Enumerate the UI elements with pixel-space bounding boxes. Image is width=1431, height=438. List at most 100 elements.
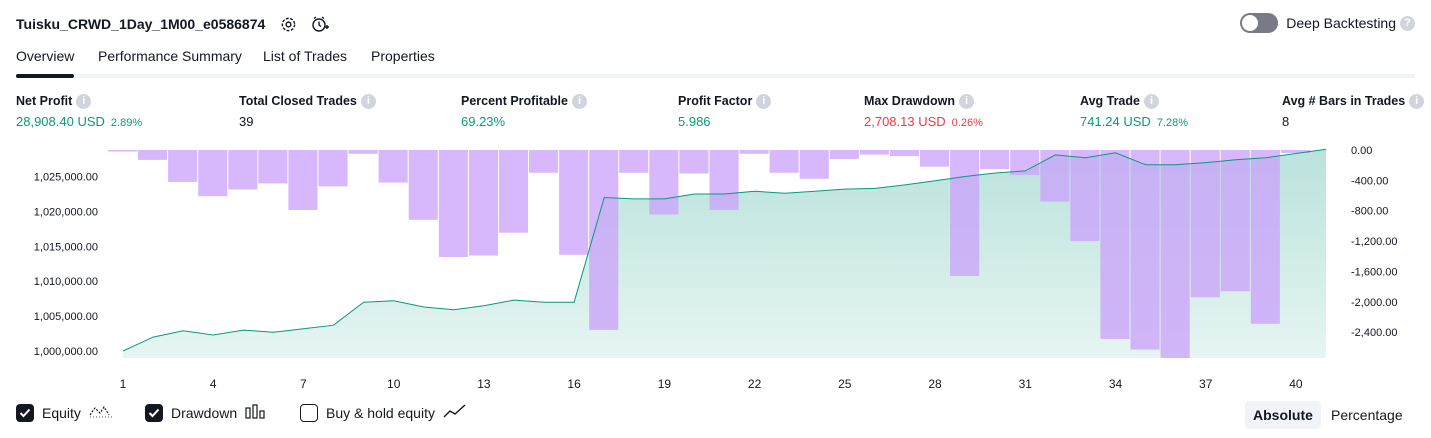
drawdown-bar xyxy=(1160,150,1190,358)
info-icon[interactable]: i xyxy=(571,93,587,109)
drawdown-bar xyxy=(108,150,138,152)
metric-value: 69.23% xyxy=(461,114,506,129)
metric-value: 741.24 USD xyxy=(1080,114,1151,129)
absolute-button[interactable]: Absolute xyxy=(1245,401,1321,429)
x-axis-tick-label: 7 xyxy=(300,377,307,391)
deep-backtesting-control: Deep Backtesting ? xyxy=(1240,13,1415,33)
metric-value: 2,708.13 USD xyxy=(864,114,946,129)
drawdown-bar xyxy=(829,150,859,160)
left-axis-tick-label: 1,005,000.00 xyxy=(34,311,98,323)
drawdown-bar xyxy=(348,150,378,154)
drawdown-bar xyxy=(258,150,288,184)
x-axis-tick-label: 1 xyxy=(120,377,127,391)
metric-percent-profitable: Percent Profitable i 69.23% xyxy=(461,93,587,129)
x-axis-tick-label: 34 xyxy=(1109,377,1123,391)
drawdown-bar xyxy=(950,150,980,276)
x-axis-tick-label: 19 xyxy=(658,377,672,391)
info-icon[interactable]: i xyxy=(959,93,974,109)
metric-avg-bars-in-trades: Avg # Bars in Trades i 8 xyxy=(1282,93,1425,129)
metric-label: Net Profit xyxy=(16,94,73,108)
drawdown-bar xyxy=(498,150,528,233)
metric-percent: 2.89% xyxy=(110,117,143,129)
drawdown-bar xyxy=(468,150,498,256)
drawdown-bar xyxy=(1190,150,1220,298)
metric-label: Avg # Bars in Trades xyxy=(1282,94,1406,108)
right-axis-tick-label: 0.00 xyxy=(1351,145,1372,157)
strategy-title: Tuisku_CRWD_1Day_1M00_e0586874 xyxy=(16,16,266,32)
tab-overview[interactable]: Overview xyxy=(16,48,75,78)
drawdown-bar xyxy=(378,150,408,183)
drawdown-bar xyxy=(559,150,589,255)
add-alert-clock-icon[interactable] xyxy=(311,15,330,33)
metric-total-closed-trades: Total Closed Trades i 39 xyxy=(239,93,376,129)
buy-hold-line-icon xyxy=(443,403,467,422)
drawdown-bar xyxy=(889,150,919,157)
equity-label: Equity xyxy=(42,404,81,421)
help-icon[interactable]: ? xyxy=(1400,15,1415,31)
equity-checkbox[interactable] xyxy=(16,403,34,422)
drawdown-bar xyxy=(198,150,228,197)
drawdown-bar xyxy=(1070,150,1100,242)
drawdown-bar xyxy=(1220,150,1250,292)
drawdown-bars-icon xyxy=(245,403,267,422)
info-icon[interactable]: i xyxy=(1409,93,1425,109)
drawdown-bar xyxy=(920,150,950,167)
drawdown-bar xyxy=(1100,150,1130,339)
info-icon[interactable]: i xyxy=(1143,93,1159,109)
drawdown-bar xyxy=(228,150,258,190)
x-axis-tick-label: 31 xyxy=(1019,377,1033,391)
x-axis-tick-label: 10 xyxy=(387,377,401,391)
metric-max-drawdown: Max Drawdown i 2,708.13 USD 0.26% xyxy=(864,93,983,129)
left-axis-tick-label: 1,000,000.00 xyxy=(34,346,98,358)
equity-drawdown-chart[interactable]: 1,000,000.00 1,005,000.00 1,010,000.00 1,01… xyxy=(0,140,1431,398)
metric-label: Total Closed Trades xyxy=(239,94,357,108)
deep-backtesting-toggle[interactable] xyxy=(1240,13,1279,33)
legend-equity[interactable]: Equity xyxy=(16,403,113,422)
metric-label: Avg Trade xyxy=(1080,94,1140,108)
left-axis-tick-label: 1,025,000.00 xyxy=(34,172,98,184)
x-axis-tick-label: 25 xyxy=(838,377,852,391)
x-axis-tick-label: 22 xyxy=(748,377,762,391)
drawdown-bar xyxy=(438,150,468,257)
equity-line xyxy=(122,148,1327,352)
equity-line-icon xyxy=(89,403,113,422)
tab-bar: Overview Performance Summary List of Tra… xyxy=(16,44,1415,78)
metric-profit-factor: Profit Factor i 5.986 xyxy=(678,93,772,129)
x-axis-tick-label: 28 xyxy=(928,377,942,391)
drawdown-bar xyxy=(168,150,198,182)
drawdown-label: Drawdown xyxy=(171,404,238,421)
info-icon[interactable]: i xyxy=(76,93,92,109)
metric-value: 39 xyxy=(239,114,254,129)
drawdown-bar xyxy=(288,150,318,210)
buy-hold-label: Buy & hold equity xyxy=(326,404,435,421)
drawdown-bar xyxy=(318,150,348,187)
settings-gear-icon[interactable] xyxy=(279,15,297,33)
tab-list-of-trades[interactable]: List of Trades xyxy=(263,48,348,64)
buy-hold-checkbox[interactable] xyxy=(300,403,318,422)
right-axis-tick-label: -2,400.00 xyxy=(1351,327,1397,339)
metric-value: 28,908.40 USD xyxy=(16,114,105,129)
strategy-header: Tuisku_CRWD_1Day_1M00_e0586874 xyxy=(16,11,330,37)
right-axis-tick-label: -800.00 xyxy=(1351,206,1388,218)
percentage-button[interactable]: Percentage xyxy=(1331,407,1403,423)
tab-performance-summary[interactable]: Performance Summary xyxy=(98,48,242,64)
drawdown-bar xyxy=(138,150,168,160)
legend-drawdown[interactable]: Drawdown xyxy=(145,403,267,422)
metric-avg-trade: Avg Trade i 741.24 USD 7.28% xyxy=(1080,93,1188,129)
x-axis-tick-label: 40 xyxy=(1289,377,1303,391)
drawdown-bar xyxy=(1250,150,1280,324)
drawdown-checkbox[interactable] xyxy=(145,403,163,422)
metric-value: 5.986 xyxy=(678,114,711,129)
deep-backtesting-label: Deep Backtesting xyxy=(1286,15,1396,31)
legend-buy-hold-equity[interactable]: Buy & hold equity xyxy=(300,403,467,422)
left-axis-tick-label: 1,015,000.00 xyxy=(34,241,98,253)
x-axis-tick-label: 4 xyxy=(210,377,217,391)
drawdown-bar xyxy=(1280,150,1310,153)
right-axis-tick-label: -1,600.00 xyxy=(1351,267,1397,279)
tab-properties[interactable]: Properties xyxy=(371,48,435,64)
drawdown-bar xyxy=(799,150,829,179)
info-icon[interactable]: i xyxy=(756,93,772,109)
info-icon[interactable]: i xyxy=(360,93,376,109)
metric-label: Max Drawdown xyxy=(864,94,955,108)
drawdown-bar xyxy=(709,150,739,210)
